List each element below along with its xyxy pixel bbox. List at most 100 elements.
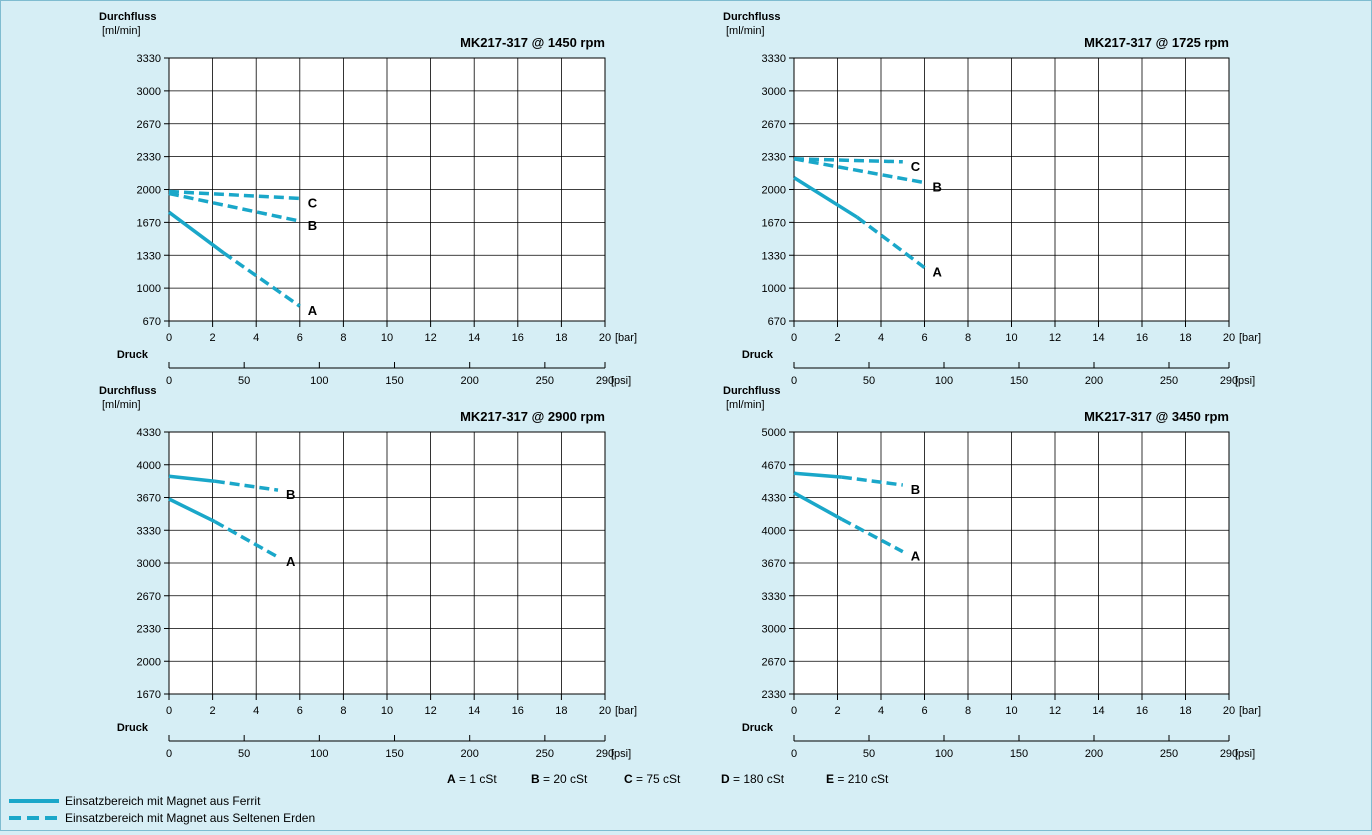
series-b-dashed-line (793, 157, 925, 185)
svg-text:D = 180 cSt: D = 180 cSt (721, 772, 785, 786)
psi-tick-label: 150 (385, 748, 403, 760)
y-tick-label: 3670 (762, 558, 786, 570)
y-tick-label: 4670 (762, 460, 786, 472)
y-tick-label: 4330 (137, 427, 161, 439)
viscosity-key-e: E (826, 772, 834, 786)
y-tick-label: 2330 (762, 152, 786, 164)
series-label-b: B (911, 482, 920, 497)
chart-panel: 0 2 4 6 8 10 12 14 16 18 2067010001330167020002330… (99, 11, 637, 387)
viscosity-key-b: B (531, 772, 540, 786)
x-tick-label: 4 (878, 705, 884, 717)
x-tick-label: 16 (1136, 705, 1148, 717)
x-unit-label: [bar] (1239, 332, 1261, 344)
psi-tick-label: 290 (1220, 375, 1238, 387)
y-axis-unit: [ml/min] (102, 399, 141, 411)
legend-dashed-label: Einsatzbereich mit Magnet aus Seltenen E… (65, 811, 315, 825)
x-unit-label: [bar] (1239, 705, 1261, 717)
psi-unit-label: [psi] (611, 375, 631, 387)
viscosity-key: A = 1 cSt B = 20 cSt C = 75 cSt D = 180 … (447, 772, 889, 786)
chart-panel: 0 2 4 6 8 10 12 14 16 18 2067010001330167020002330… (723, 11, 1261, 387)
psi-tick-label: 250 (536, 375, 554, 387)
psi-tick-label: 150 (1010, 748, 1028, 760)
y-tick-label: 3330 (137, 53, 161, 65)
svg-text:A = 1 cSt: A = 1 cSt (447, 772, 497, 786)
y-tick-label: 1670 (762, 217, 786, 229)
y-tick-label: 3330 (762, 53, 786, 65)
y-tick-label: 4000 (762, 525, 786, 537)
series-label-c: C (911, 159, 921, 174)
series-label-b: B (286, 487, 295, 502)
series-label-c: C (308, 195, 318, 210)
y-tick-label: 2330 (762, 689, 786, 701)
psi-tick-label: 100 (935, 375, 953, 387)
x-tick-label: 18 (555, 332, 567, 344)
x-tick-label: 8 (340, 705, 346, 717)
series-label-a: A (933, 265, 943, 280)
x-tick-label: 14 (468, 332, 480, 344)
viscosity-key-c: C (624, 772, 633, 786)
y-axis-unit: [ml/min] (726, 399, 765, 411)
x-tick-label: 18 (555, 705, 567, 717)
charts-layer: 0 2 4 6 8 10 12 14 16 18 2067010001330167020002330… (99, 11, 1261, 760)
x-tick-label: 14 (1092, 332, 1104, 344)
series-a-dashed-line (841, 517, 904, 554)
series-label-b: B (308, 218, 317, 233)
x-tick-label: 8 (965, 705, 971, 717)
chart-title: MK217-317 @ 1725 rpm (1084, 35, 1229, 50)
psi-unit-label: [psi] (611, 748, 631, 760)
x-tick-label: 0 (166, 705, 172, 717)
y-tick-label: 3670 (137, 493, 161, 505)
y-tick-label: 3000 (762, 624, 786, 636)
psi-tick-label: 0 (791, 375, 797, 387)
viscosity-value-c: = 75 cSt (636, 772, 681, 786)
x-axis-label: Druck (117, 722, 149, 734)
psi-tick-label: 200 (1085, 375, 1103, 387)
x-tick-label: 0 (791, 705, 797, 717)
x-tick-label: 10 (1005, 332, 1017, 344)
x-tick-label: 12 (424, 332, 436, 344)
psi-tick-label: 290 (596, 375, 614, 387)
chart-title: MK217-317 @ 3450 rpm (1084, 409, 1229, 424)
x-tick-label: 14 (1092, 705, 1104, 717)
x-tick-label: 10 (381, 332, 393, 344)
y-tick-label: 1000 (137, 283, 161, 295)
viscosity-key-a: A (447, 772, 456, 786)
legend-solid-label: Einsatzbereich mit Magnet aus Ferrit (65, 794, 261, 808)
psi-tick-label: 200 (1085, 748, 1103, 760)
x-tick-label: 6 (921, 332, 927, 344)
psi-tick-label: 100 (935, 748, 953, 760)
y-tick-label: 3000 (762, 86, 786, 98)
series-b-dashed-line (214, 479, 279, 492)
x-tick-label: 0 (166, 332, 172, 344)
viscosity-value-d: = 180 cSt (733, 772, 785, 786)
y-tick-label: 2670 (762, 119, 786, 131)
y-tick-label: 2330 (137, 624, 161, 636)
x-tick-label: 2 (210, 705, 216, 717)
x-tick-label: 20 (1223, 705, 1235, 717)
y-tick-label: 1330 (137, 250, 161, 262)
x-axis-label: Druck (742, 722, 774, 734)
x-axis-label: Druck (742, 349, 774, 361)
x-tick-label: 14 (468, 705, 480, 717)
svg-text:C = 75 cSt: C = 75 cSt (624, 772, 681, 786)
viscosity-key-d: D (721, 772, 730, 786)
psi-unit-label: [psi] (1235, 748, 1255, 760)
x-tick-label: 0 (791, 332, 797, 344)
x-tick-label: 20 (599, 705, 611, 717)
psi-unit-label: [psi] (1235, 375, 1255, 387)
y-tick-label: 2670 (137, 591, 161, 603)
y-tick-label: 1670 (137, 689, 161, 701)
x-tick-label: 16 (1136, 332, 1148, 344)
series-c-dashed-line (168, 189, 300, 201)
y-axis-unit: [ml/min] (102, 25, 141, 37)
series-b-solid-line (793, 471, 843, 479)
y-tick-label: 670 (143, 316, 161, 328)
x-tick-label: 4 (253, 332, 259, 344)
y-tick-label: 1330 (762, 250, 786, 262)
y-axis-label: Durchfluss (99, 11, 156, 23)
series-a-solid-line (168, 497, 216, 524)
y-tick-label: 3000 (137, 558, 161, 570)
x-unit-label: [bar] (615, 332, 637, 344)
